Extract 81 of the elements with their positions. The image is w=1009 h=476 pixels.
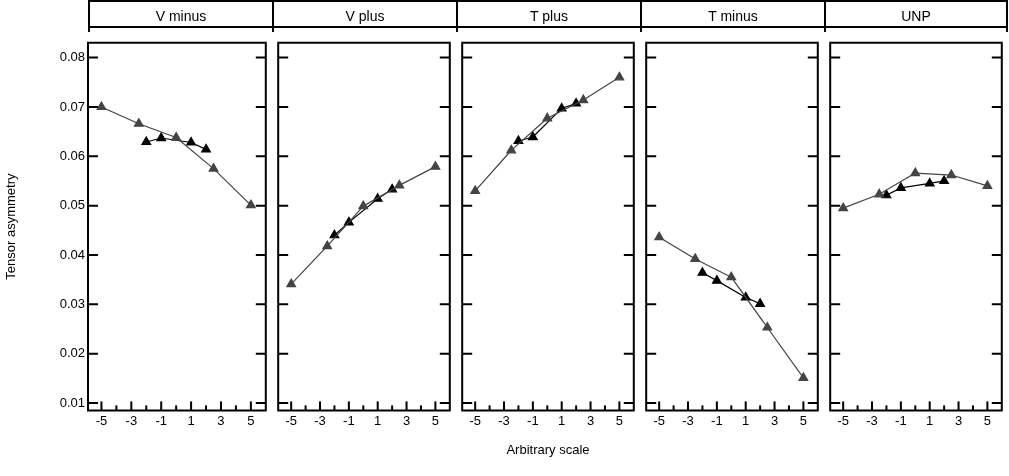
x-tick-label: -5 [95,412,108,428]
x-tick-label: 1 [374,412,382,428]
x-tick-label: 1 [187,412,195,428]
x-tick-label: -3 [314,412,326,428]
point [755,298,766,307]
x-tick-label: -5 [837,412,849,428]
x-tick-label: -1 [895,412,907,428]
x-tick-label: -1 [527,412,539,428]
point [946,169,957,179]
x-tick-label: -3 [866,412,878,428]
point [156,132,167,142]
x-tick-label: 3 [954,412,963,428]
point [910,167,921,177]
x-tick-label: -1 [711,412,723,428]
x-tick-label: 3 [586,412,595,428]
chart-title: V minus [88,0,272,28]
point [96,101,107,111]
point [208,163,219,172]
x-tick-label: -3 [125,412,138,428]
point [838,202,849,212]
point [358,200,369,210]
x-tick-label: 1 [558,412,566,428]
point [322,240,333,250]
point [286,278,297,288]
x-axis-title: Arbitrary scale [505,441,591,459]
point [201,143,211,153]
x-tick-label: 3 [217,412,225,428]
point [924,177,935,187]
point [470,185,481,194]
x-tick-label: 3 [402,412,411,428]
y-tick-label: 0.08 [59,49,85,65]
point [141,136,152,146]
point [939,175,950,185]
y-tick-label: 0.03 [59,295,85,311]
x-tick-label: -3 [682,412,694,428]
y-tick-label: 0.05 [59,197,85,213]
x-tick-label: 5 [431,412,439,428]
x-tick-label: 5 [983,412,991,428]
x-tick-label: -5 [653,412,665,428]
x-tick-label: 5 [799,412,807,428]
x-tick-label: 5 [615,412,623,428]
x-tick-label: -3 [498,412,510,428]
x-tick-label: -1 [343,412,355,428]
point [697,267,708,276]
point [527,131,538,141]
point [614,71,625,81]
chart-title: V plus [272,0,456,28]
chart-title: T minus [640,0,824,28]
chart-title: T plus [456,0,640,28]
point [762,321,773,331]
point [874,188,885,198]
point [654,231,665,241]
x-tick-label: -1 [155,412,167,428]
point [690,253,701,263]
x-tick-label: -5 [469,412,481,428]
point [506,144,517,154]
point [578,94,589,104]
y-tick-label: 0.01 [59,394,85,410]
point [798,372,809,381]
y-axis-title: Tensor asymmetry [3,173,19,280]
x-tick-label: -5 [285,412,297,428]
point [245,199,256,209]
x-tick-label: 1 [742,412,750,428]
chart-title: UNP [824,0,1008,28]
point [186,136,197,146]
point [394,179,405,189]
y-tick-label: 0.06 [59,147,85,163]
point [726,271,737,281]
x-tick-label: 5 [247,412,255,428]
y-tick-label: 0.04 [59,246,85,262]
point [982,180,993,189]
point [542,112,553,122]
point [711,275,722,284]
point [133,118,144,127]
x-tick-label: 1 [926,412,934,428]
point [430,161,441,170]
point [895,182,906,191]
y-tick-label: 0.02 [59,345,85,361]
y-tick-label: 0.07 [59,98,85,114]
x-tick-label: 3 [770,412,779,428]
point [171,131,182,141]
